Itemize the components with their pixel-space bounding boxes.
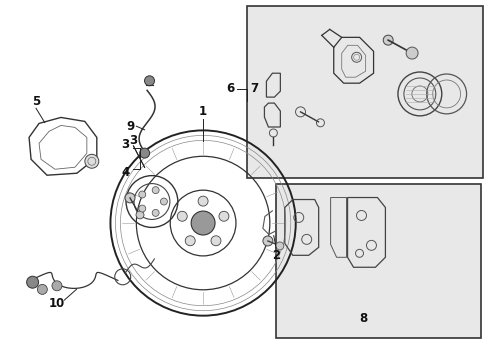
Circle shape	[85, 154, 99, 168]
Circle shape	[177, 211, 187, 221]
Text: 10: 10	[49, 297, 65, 310]
Circle shape	[406, 47, 417, 59]
Circle shape	[144, 76, 154, 86]
Circle shape	[37, 284, 47, 294]
Circle shape	[219, 211, 228, 221]
Circle shape	[210, 236, 221, 246]
Text: 7: 7	[250, 82, 258, 95]
Circle shape	[152, 210, 159, 216]
Text: 8: 8	[359, 311, 367, 325]
Circle shape	[139, 205, 145, 212]
Bar	[246, 6, 482, 178]
Circle shape	[263, 236, 272, 246]
Circle shape	[275, 242, 283, 250]
Text: 1: 1	[199, 105, 207, 118]
Circle shape	[26, 276, 39, 288]
Circle shape	[125, 193, 135, 203]
Circle shape	[160, 198, 167, 205]
Text: 3: 3	[129, 134, 137, 147]
Text: 5: 5	[32, 95, 40, 108]
Circle shape	[185, 236, 195, 246]
Circle shape	[198, 196, 208, 206]
Circle shape	[136, 211, 143, 219]
Bar	[276, 184, 480, 338]
Text: 9: 9	[125, 120, 134, 133]
Circle shape	[52, 281, 62, 291]
Text: 2: 2	[271, 249, 280, 262]
Text: 4: 4	[121, 166, 129, 179]
Circle shape	[140, 148, 149, 158]
Circle shape	[139, 191, 145, 198]
Circle shape	[383, 35, 392, 45]
Text: 6: 6	[225, 82, 234, 95]
Text: 3: 3	[121, 138, 129, 150]
Circle shape	[191, 211, 215, 235]
Circle shape	[152, 187, 159, 194]
